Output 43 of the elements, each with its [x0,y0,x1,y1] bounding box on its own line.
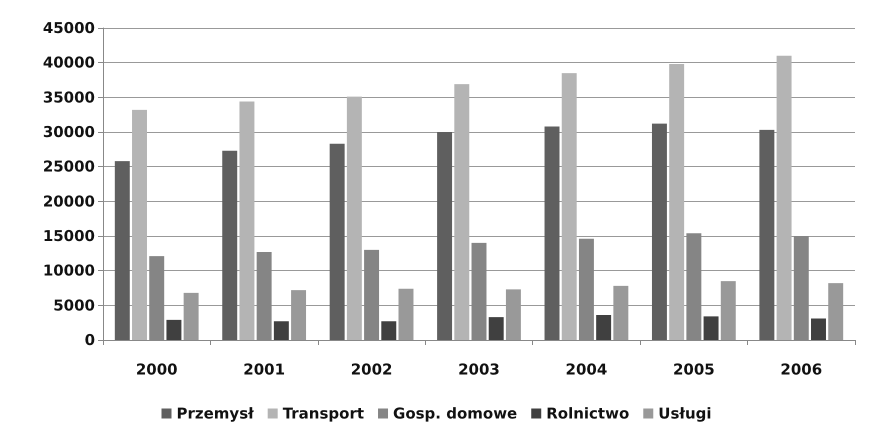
legend-label: Usługi [658,404,712,422]
bar [776,56,792,340]
bar [381,321,396,340]
x-tick-label: 2006 [780,360,822,378]
bar [437,132,452,340]
bar [166,320,182,340]
legend-label: Rolnictwo [546,404,630,422]
bar [652,124,667,340]
bar [488,317,504,340]
x-tick-label: 2003 [458,360,500,378]
y-tick-label: 5000 [53,296,95,314]
legend-label: Przemysł [176,404,254,422]
bar [132,110,147,340]
x-tick-label: 2005 [672,360,715,378]
y-tick-label: 25000 [42,158,95,176]
y-tick-label: 30000 [42,123,95,141]
bar [274,321,289,340]
bar [811,318,826,340]
y-tick-label: 35000 [42,88,95,106]
bar [239,101,254,340]
x-tick-label: 2001 [243,360,286,378]
y-tick-label: 40000 [42,54,95,72]
y-tick-label: 15000 [42,227,95,245]
bar [454,84,470,340]
legend-label: Transport [282,404,364,422]
y-tick-label: 45000 [42,19,95,37]
bar [704,316,719,340]
bar [596,315,612,340]
x-tick-label: 2004 [566,360,608,378]
y-tick-label: 0 [84,331,95,349]
bar [759,130,774,340]
x-tick-label: 2000 [136,360,178,378]
x-tick-label: 2002 [350,360,392,378]
bar [222,150,238,340]
y-tick-label: 20000 [42,192,95,210]
bar [114,161,130,340]
bar [346,96,362,340]
bar [330,144,345,340]
bar [544,126,560,340]
bar [562,73,577,340]
y-tick-label: 10000 [42,262,95,280]
bar [669,64,684,340]
legend-label: Gosp. domowe [393,404,518,422]
